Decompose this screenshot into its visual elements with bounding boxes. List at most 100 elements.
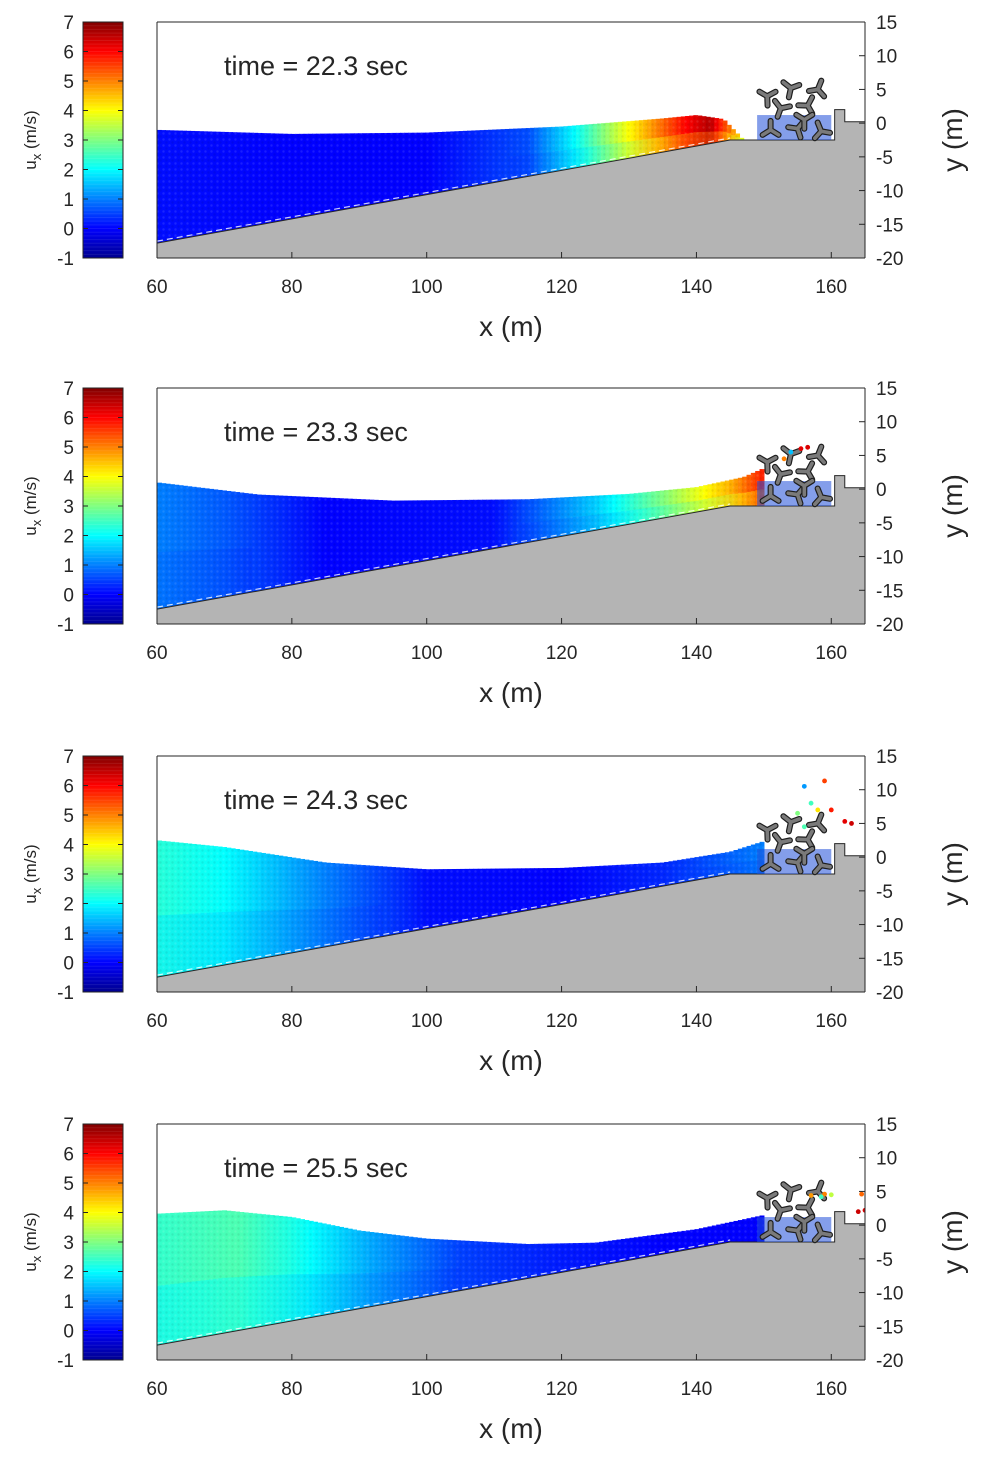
splash-droplet [828, 807, 834, 813]
colorbar-tick-label: 3 [63, 497, 74, 518]
y-tick-label: -10 [876, 1284, 903, 1305]
colorbar-tick-label: 1 [63, 556, 74, 577]
water-texture [157, 840, 764, 978]
colorbar-tick-label: 1 [63, 190, 74, 211]
colorbar-title-sub: x [29, 519, 44, 526]
y-tick-label: 5 [876, 814, 887, 835]
y-tick-label: -5 [876, 148, 893, 169]
x-axis-title: x (m) [479, 677, 543, 708]
x-tick-label: 80 [281, 1379, 302, 1400]
colorbar-tick-label: 1 [63, 1292, 74, 1313]
y-tick-label: -5 [876, 1250, 893, 1271]
y-tick-label: -20 [876, 615, 903, 636]
x-tick-label: 120 [546, 643, 578, 664]
x-tick-label: 160 [815, 1379, 847, 1400]
x-tick-label: 140 [681, 277, 713, 298]
splash-droplet [818, 1194, 824, 1200]
x-tick-label: 80 [281, 643, 302, 664]
x-tick-label: 60 [146, 1379, 167, 1400]
colorbar-tick-label: -1 [57, 1351, 74, 1372]
y-tick-label: 15 [876, 379, 897, 400]
colorbar-tick-label: 0 [63, 1322, 74, 1343]
plot-area [157, 77, 865, 258]
splash-droplet [822, 1191, 827, 1197]
x-tick-label: 60 [146, 277, 167, 298]
splash-droplet [795, 810, 800, 816]
y-tick-label: 10 [876, 781, 897, 802]
colorbar-title-main: u [21, 526, 40, 535]
colorbar-title-main: u [21, 1262, 40, 1271]
x-tick-label: 100 [411, 1379, 443, 1400]
plot-area [157, 443, 865, 624]
colorbar-tick-label: 5 [63, 1174, 74, 1195]
x-axis-title: x (m) [479, 1413, 543, 1444]
colorbar-title-main: u [21, 160, 40, 169]
x-tick-label: 120 [546, 1011, 578, 1032]
tetrapod-unit [783, 1179, 802, 1199]
x-axis-title: x (m) [479, 311, 543, 342]
colorbar [83, 756, 123, 992]
splash-droplet [862, 1207, 865, 1213]
colorbar-tick-label: -1 [57, 249, 74, 270]
y-tick-label: -15 [876, 1317, 903, 1338]
colorbar-tick-label: 7 [63, 379, 74, 400]
water-texture [157, 1210, 764, 1346]
splash-droplet [855, 1209, 861, 1215]
colorbar-tick-label: 1 [63, 924, 74, 945]
colorbar-title: ux (m/s) [21, 110, 44, 169]
y-tick-label: 5 [876, 446, 887, 467]
seabed-boundary-particles [157, 137, 731, 242]
colorbar-title-main: u [21, 894, 40, 903]
water-texture [157, 115, 744, 244]
y-tick-label: -10 [876, 182, 903, 203]
y-tick-label: 10 [876, 1149, 897, 1170]
colorbar-tick-label: 6 [63, 409, 74, 430]
time-annotation: time = 25.5 sec [224, 1153, 408, 1183]
colorbar-title-unit: (m/s) [21, 1212, 40, 1255]
colorbar [83, 1124, 123, 1360]
colorbar-tick-label: 4 [63, 468, 74, 489]
y-tick-label: 5 [876, 1182, 887, 1203]
colorbar-title: ux (m/s) [21, 476, 44, 535]
colorbar-tick-label: 2 [63, 1263, 74, 1284]
seabed-boundary-particles [157, 503, 731, 608]
x-tick-label: 120 [546, 277, 578, 298]
x-tick-label: 80 [281, 1011, 302, 1032]
y-tick-label: -20 [876, 983, 903, 1004]
colorbar-tick-label: 7 [63, 1115, 74, 1136]
colorbar [83, 388, 123, 624]
y-tick-label: 0 [876, 1216, 887, 1237]
y-tick-label: 15 [876, 747, 897, 768]
y-tick-label: -20 [876, 249, 903, 270]
splash-droplet [828, 1192, 834, 1198]
colorbar-tick-label: 4 [63, 836, 74, 857]
splash-droplet [849, 821, 854, 826]
y-tick-label: -15 [876, 581, 903, 602]
x-tick-label: 80 [281, 277, 302, 298]
y-tick-label: -20 [876, 1351, 903, 1372]
splash-droplet [815, 807, 821, 813]
x-tick-label: 100 [411, 277, 443, 298]
splash-droplet [822, 778, 827, 784]
seabed-boundary-particles [157, 1239, 731, 1344]
splash-droplet [808, 1193, 814, 1198]
colorbar-tick-label: 4 [63, 102, 74, 123]
x-tick-label: 100 [411, 643, 443, 664]
colorbar-tick-label: 5 [63, 72, 74, 93]
water-texture [157, 468, 764, 610]
x-tick-label: 160 [815, 1011, 847, 1032]
colorbar-title-sub: x [29, 1255, 44, 1262]
splash-droplet [801, 783, 807, 789]
colorbar [83, 22, 123, 258]
x-tick-label: 160 [815, 277, 847, 298]
colorbar-tick-label: 7 [63, 747, 74, 768]
y-tick-label: -10 [876, 916, 903, 937]
x-tick-label: 60 [146, 1011, 167, 1032]
splash-droplet [808, 800, 814, 806]
colorbar-tick-label: 5 [63, 806, 74, 827]
colorbar-tick-label: 3 [63, 865, 74, 886]
